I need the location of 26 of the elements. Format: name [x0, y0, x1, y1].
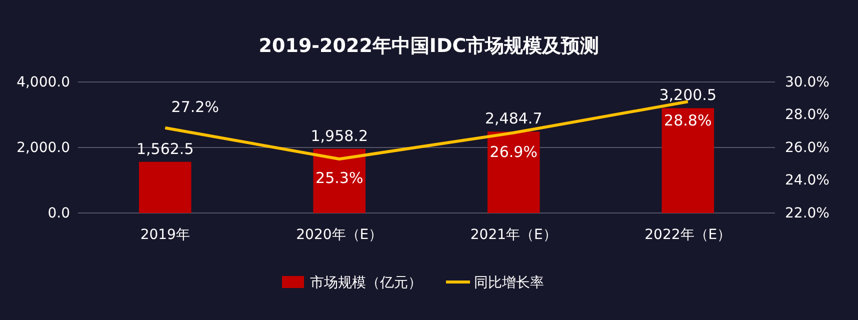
- data-label: 25.3%: [316, 168, 364, 187]
- data-label: 1,562.5: [136, 140, 194, 158]
- bar: [138, 162, 192, 213]
- y2-tick-label: 28.0%: [785, 107, 830, 124]
- data-label: 2,484.7: [484, 110, 542, 128]
- data-label: 26.9%: [490, 142, 538, 161]
- y-tick-label: 0.0: [48, 205, 70, 222]
- y2-tick-label: 24.0%: [785, 172, 830, 189]
- bar: [662, 108, 714, 213]
- x-tick-label: 2021年（E）: [470, 226, 557, 243]
- y2-tick-label: 30.0%: [785, 74, 830, 90]
- data-label: 1,958.2: [310, 126, 368, 145]
- x-tick-label: 2020年（E）: [296, 226, 383, 243]
- y-tick-label: 2,000.0: [16, 140, 70, 156]
- data-label: 28.8%: [664, 112, 712, 130]
- x-tick-label: 2019年: [140, 226, 190, 243]
- legend-label: 同比增长率: [474, 275, 544, 291]
- legend-label: 市场规模（亿元）: [310, 275, 422, 291]
- chart-title: 2019-2022年中国IDC市场规模及预测: [258, 35, 600, 57]
- data-label: 3,200.5: [659, 86, 717, 104]
- x-tick-label: 2022年（E）: [644, 226, 732, 243]
- bar: [487, 132, 540, 213]
- y-tick-label: 4,000.0: [16, 74, 70, 90]
- y2-tick-label: 26.0%: [785, 140, 830, 156]
- data-label: 27.2%: [171, 98, 219, 116]
- y2-tick-label: 22.0%: [785, 205, 830, 222]
